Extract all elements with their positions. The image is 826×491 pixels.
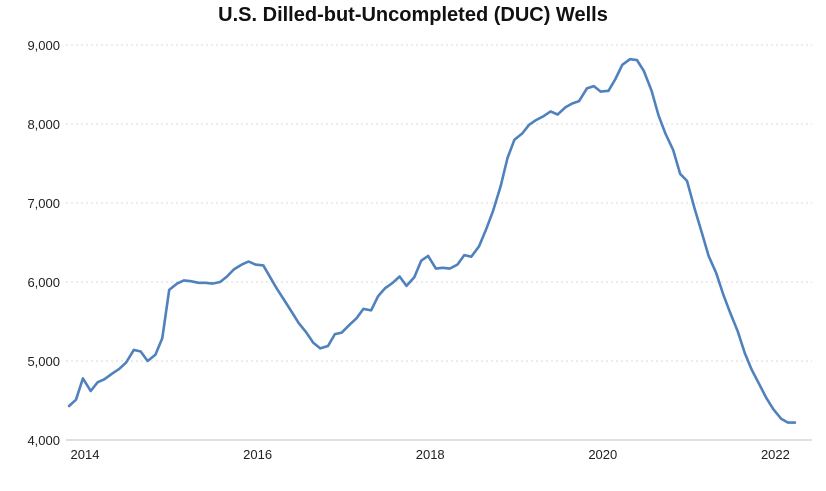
y-tick-label: 4,000 [27,433,60,448]
y-tick-label: 9,000 [27,38,60,53]
chart-title: U.S. Dilled-but-Uncompleted (DUC) Wells [218,4,608,26]
y-tick-label: 8,000 [27,117,60,132]
x-tick-label: 2014 [71,447,100,462]
x-tick-label: 2016 [243,447,272,462]
y-tick-label: 7,000 [27,196,60,211]
y-tick-label: 6,000 [27,275,60,290]
y-tick-label: 5,000 [27,354,60,369]
x-tick-label: 2022 [761,447,790,462]
series-line [67,57,797,424]
x-tick-label: 2020 [588,447,617,462]
x-tick-label: 2018 [416,447,445,462]
